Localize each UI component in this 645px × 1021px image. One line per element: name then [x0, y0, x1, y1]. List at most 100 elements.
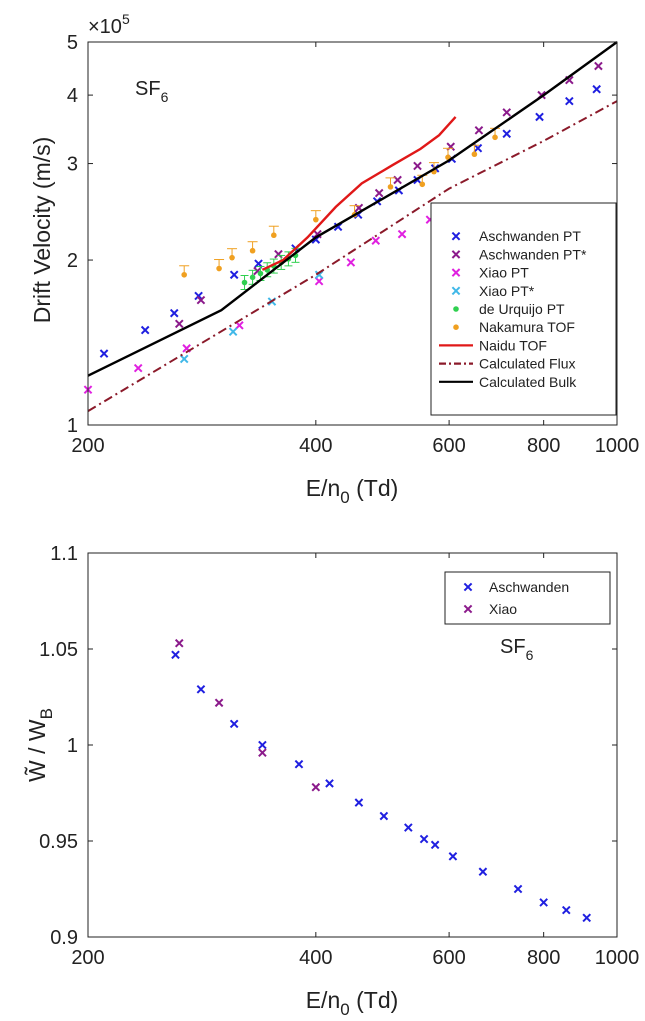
aschwanden-pt-point: [174, 319, 184, 329]
chart0-ticks: 200 400 600 800 1000 1 2 3 4 5: [67, 32, 639, 457]
legend-label-calculated-bulk: Calculated Bulk: [479, 374, 577, 390]
legend-label-calculated-flux: Calculated Flux: [479, 356, 576, 372]
nakamura-tof-errorbar: [179, 265, 190, 275]
legend-item-calculated-flux: Calculated Flux: [439, 356, 576, 372]
aschwanden-point: [513, 884, 523, 894]
series-calculated-bulk: [87, 41, 618, 377]
aschwanden-pt-point: [196, 295, 206, 305]
aschwanden-point: [430, 840, 440, 850]
chart1-x-axis-label: E/n0 (Td): [306, 987, 399, 1019]
y-tick-label: 1: [67, 415, 78, 437]
aschwanden-pt-point: [502, 108, 512, 117]
chart0-axes-frame: [87, 41, 618, 426]
xiao-point: [174, 638, 184, 648]
y-tick-label: 4: [67, 85, 78, 107]
aschwanden-pt-point: [169, 308, 179, 318]
aschwanden-pt-point: [413, 161, 422, 171]
legend-item-calculated-bulk: Calculated Bulk: [439, 374, 577, 390]
legend-item-aschwanden-pt: Aschwanden PT: [451, 228, 581, 244]
series-aschwanden: [171, 650, 592, 923]
xiao-pt-point: [133, 363, 143, 373]
velocity-ratio-chart: 200 400 600 800 1000 0.9 0.95 1 1.05 1.1 SF6 W̃ /…: [24, 543, 639, 1019]
legend-item-aschwanden-pt: Aschwanden PT*: [451, 246, 587, 262]
series-xiao: [174, 638, 321, 792]
aschwanden-pt-point: [374, 188, 384, 198]
legend-label-nakamura-tof: Nakamura TOF: [479, 319, 575, 335]
legend-label-aschwanden-pt: Aschwanden PT: [479, 228, 581, 244]
aschwanden-pt-point: [594, 61, 603, 71]
aschwanden-point: [171, 650, 180, 660]
legend-box: [430, 202, 617, 416]
aschwanden-point: [325, 779, 334, 788]
chart1-marks: [171, 638, 592, 923]
nakamura-tof-errorbar: [385, 177, 396, 187]
xiao-pt-point: [228, 327, 238, 337]
aschwanden-point: [582, 913, 592, 923]
series-calculated-flux: [87, 100, 618, 412]
aschwanden-pt-point: [535, 112, 544, 122]
nakamura-tof-errorbar: [247, 241, 258, 251]
legend-marker-aschwanden-pt: [451, 231, 461, 241]
chart0-y-axis-label: Drift Velocity (m/s): [29, 137, 55, 324]
legend-marker-xiao: [463, 604, 473, 614]
aschwanden-pt-point: [99, 349, 109, 358]
aschwanden-point: [379, 811, 389, 821]
x-tick-label: 600: [432, 947, 465, 969]
legend-marker-xiao-pt: [451, 286, 461, 296]
aschwanden-point: [196, 685, 206, 694]
legend-marker-nakamura-tof: [453, 324, 459, 331]
chart0-marks: [83, 41, 618, 412]
aschwanden-point: [478, 867, 488, 877]
de-urquijo-pt-errorbar: [277, 254, 286, 270]
y-tick-label: 0.95: [39, 831, 78, 853]
legend-item-de-urquijo-pt: de Urquijo PT: [453, 301, 565, 317]
y-tick-label: 1: [67, 735, 78, 757]
x-tick-label: 800: [527, 435, 560, 457]
aschwanden-pt-point: [502, 129, 512, 139]
calculated-flux-line: [87, 100, 618, 412]
xiao-pt-point: [314, 276, 324, 286]
legend-label-aschwanden-pt: Aschwanden PT*: [479, 246, 587, 262]
legend-marker-xiao-pt: [451, 268, 461, 277]
legend-label-xiao-pt: Xiao PT: [479, 265, 529, 281]
legend-label-de-urquijo-pt: de Urquijo PT: [479, 301, 565, 317]
legend-label-xiao: Xiao: [489, 601, 517, 617]
legend-label-naidu-tof: Naidu TOF: [479, 337, 547, 353]
naidu-tof-line: [261, 116, 457, 271]
chart0-multiplier: ×105: [88, 11, 130, 38]
xiao-point: [311, 782, 321, 792]
chart0-x-axis-label: E/n0 (Td): [306, 475, 399, 507]
x-tick-label: 200: [71, 947, 104, 969]
xiao-pt-point: [397, 229, 407, 239]
aschwanden-point: [294, 759, 304, 769]
legend-item-naidu-tof: Naidu TOF: [439, 337, 547, 353]
xiao-point: [214, 698, 224, 708]
aschwanden-point: [354, 798, 364, 807]
nakamura-tof-errorbar: [443, 147, 454, 158]
series-xiao-pt: [179, 270, 324, 364]
legend-marker-aschwanden-pt: [451, 250, 461, 259]
xiao-pt-point: [179, 354, 189, 364]
y-tick-label: 0.9: [50, 927, 78, 949]
legend-label-aschwanden: Aschwanden: [489, 579, 569, 595]
legend-item-xiao-pt: Xiao PT*: [451, 283, 535, 299]
legend-marker-aschwanden: [463, 582, 473, 592]
xiao-pt-point: [371, 236, 381, 245]
aschwanden-pt-point: [473, 143, 483, 153]
drift-velocity-chart: 200 400 600 800 1000 1 2 3 4 5 ×105 SF6 Drift Vel…: [29, 11, 639, 507]
legend-item-aschwanden: Aschwanden: [463, 579, 569, 595]
series-xiao-pt: [83, 215, 435, 394]
x-tick-label: 1000: [595, 947, 640, 969]
chart0-legend: Aschwanden PT Aschwanden PT* Xiao PT Xiao P…: [430, 202, 617, 416]
nakamura-tof-errorbar: [268, 225, 279, 236]
x-tick-label: 400: [299, 947, 332, 969]
aschwanden-pt-point: [140, 325, 150, 335]
x-tick-label: 200: [71, 435, 104, 457]
y-tick-label: 2: [67, 250, 78, 272]
aschwanden-point: [561, 905, 571, 915]
xiao-pt-point: [346, 258, 356, 267]
x-tick-label: 800: [527, 947, 560, 969]
aschwanden-point: [539, 898, 548, 907]
aschwanden-point: [258, 740, 267, 750]
